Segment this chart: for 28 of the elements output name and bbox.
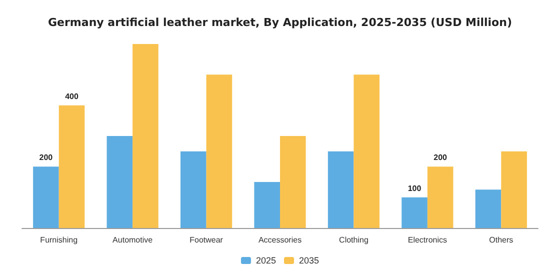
x-tick-label: Footwear — [190, 236, 224, 244]
x-tick-label: Furnishing — [40, 236, 78, 244]
bar — [501, 151, 527, 228]
bar — [328, 151, 354, 228]
bar — [475, 190, 502, 228]
bar — [206, 74, 232, 228]
bar — [402, 197, 428, 228]
bar — [427, 166, 454, 228]
x-tick-label: Automotive — [112, 236, 154, 244]
x-tick-label: Clothing — [339, 236, 368, 244]
bar — [33, 166, 59, 228]
bar — [280, 136, 306, 228]
x-tick-label: Accessories — [258, 236, 302, 244]
legend-label: 2025 — [256, 256, 276, 266]
data-label: 100 — [408, 184, 422, 193]
x-tick-label: Others — [489, 236, 514, 244]
bar — [354, 74, 380, 228]
bar — [132, 44, 158, 228]
legend-label: 2035 — [299, 256, 320, 266]
bar — [106, 136, 133, 228]
data-label: 400 — [65, 92, 79, 101]
bar — [58, 105, 85, 228]
data-label: 200 — [39, 153, 54, 162]
data-label: 200 — [434, 153, 448, 162]
bar — [180, 151, 206, 228]
bar — [254, 182, 280, 228]
chart-title: Germany artificial leather market, By Application, 2025-2035 (USD Million) — [48, 16, 512, 29]
x-tick-label: Electronics — [408, 236, 447, 244]
